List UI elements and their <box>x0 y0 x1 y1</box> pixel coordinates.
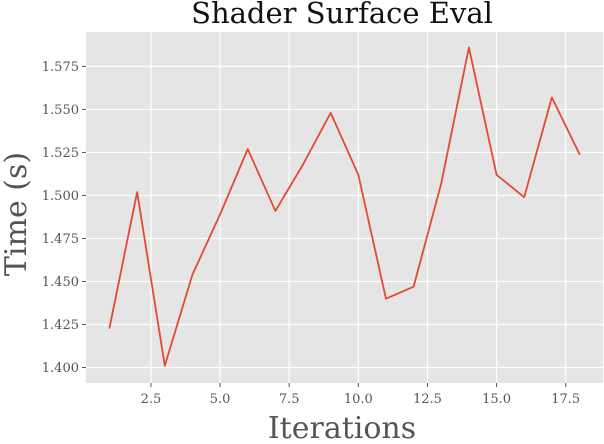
ticks-layer: 2.5 5.0 7.5 10.0 12.5 15.0 17.5 1.400 1.425 1.450… <box>42 60 580 407</box>
y-tick-label: 1.525 <box>42 146 79 161</box>
y-axis-label: Time (s) <box>0 152 34 276</box>
data-layer <box>108 46 581 367</box>
y-tick-label: 1.450 <box>42 275 79 290</box>
y-tick-label: 1.500 <box>42 189 79 204</box>
x-axis-label: Iterations <box>268 411 416 444</box>
grid-layer <box>86 32 603 383</box>
x-tick-label: 7.5 <box>279 392 300 407</box>
x-tick-label: 17.5 <box>551 392 580 407</box>
chart-title: Shader Surface Eval <box>191 0 493 30</box>
y-tick-label: 1.425 <box>42 318 79 333</box>
x-tick-label: 10.0 <box>344 392 373 407</box>
x-tick-label: 15.0 <box>482 392 511 407</box>
x-tick-label: 2.5 <box>141 392 162 407</box>
y-tick-label: 1.550 <box>42 103 79 118</box>
x-tick-label: 5.0 <box>210 392 231 407</box>
plot-area <box>86 32 603 383</box>
y-tick-label: 1.400 <box>42 361 79 376</box>
y-tick-label: 1.575 <box>42 60 79 75</box>
y-tick-label: 1.475 <box>42 232 79 247</box>
series-line <box>108 46 581 367</box>
x-tick-label: 12.5 <box>413 392 442 407</box>
